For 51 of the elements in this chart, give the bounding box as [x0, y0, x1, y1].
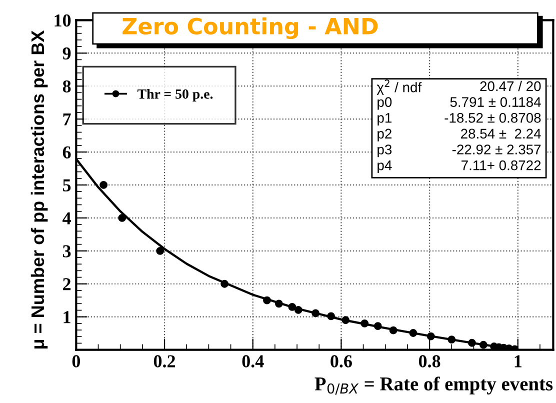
point: [220, 280, 229, 288]
point: [468, 338, 476, 347]
y-tick-label: 6: [62, 146, 71, 158]
point: [263, 296, 271, 304]
point: [327, 312, 335, 320]
x-tick-label: 0.6: [330, 355, 352, 368]
y-tick-label: 5: [63, 179, 71, 192]
point: [389, 326, 398, 334]
point: [294, 306, 302, 314]
point: [118, 214, 126, 222]
point: [374, 322, 382, 330]
y-tick-label: 7: [63, 113, 71, 126]
point: [360, 319, 369, 328]
chart-title: Zero Counting - AND: [122, 17, 378, 40]
annotation: p1: [378, 113, 392, 126]
point: [312, 309, 320, 318]
x-tick-label: 1: [514, 355, 522, 368]
y-tick-label: 9: [62, 47, 71, 60]
y-tick-label: 2: [63, 278, 71, 290]
annotation: 7.11+ 0.8722: [462, 160, 541, 170]
point: [342, 316, 350, 324]
annotation: -22.92 ± 2.357: [452, 144, 541, 154]
annotation: 28.54 ± 2.24: [461, 128, 541, 139]
y-tick-label: 8: [62, 80, 71, 93]
annotation: p4: [378, 160, 392, 173]
point: [156, 246, 164, 255]
annotation: p2: [378, 128, 392, 142]
y-tick-label: 4: [62, 212, 71, 224]
x-axis-title: P$_{0/BX}$ = Rate of empty events: [314, 376, 553, 395]
point: [426, 332, 435, 340]
point: [100, 181, 108, 189]
annotation: p3: [378, 144, 392, 158]
x-tick-label: 0.2: [154, 355, 176, 368]
y-tick-label: 10: [54, 14, 71, 27]
y-tick-label: 1: [64, 311, 70, 324]
point: [288, 302, 296, 311]
annotation: χ$^{2}$ / ndf: [376, 80, 422, 96]
point: [479, 340, 488, 349]
annotation: p0: [378, 97, 392, 110]
x-tick-label: 0.8: [418, 355, 440, 368]
x-tick-label: 0: [72, 355, 80, 368]
annotation: 5.791 ± 0.1184: [450, 97, 541, 107]
x-tick-label: 0.4: [242, 355, 264, 368]
point: [448, 336, 456, 344]
annotation: 20.47 / 20: [480, 80, 541, 92]
point: [274, 300, 283, 308]
y-tick-label: 3: [62, 245, 71, 258]
point: [409, 329, 418, 337]
legend-label: Thr = 50 p.e.: [138, 88, 213, 102]
annotation: -18.52 ± 0.8708: [444, 112, 541, 123]
y-axis-title: μ = Number of pp interactions per BX: [30, 30, 48, 349]
